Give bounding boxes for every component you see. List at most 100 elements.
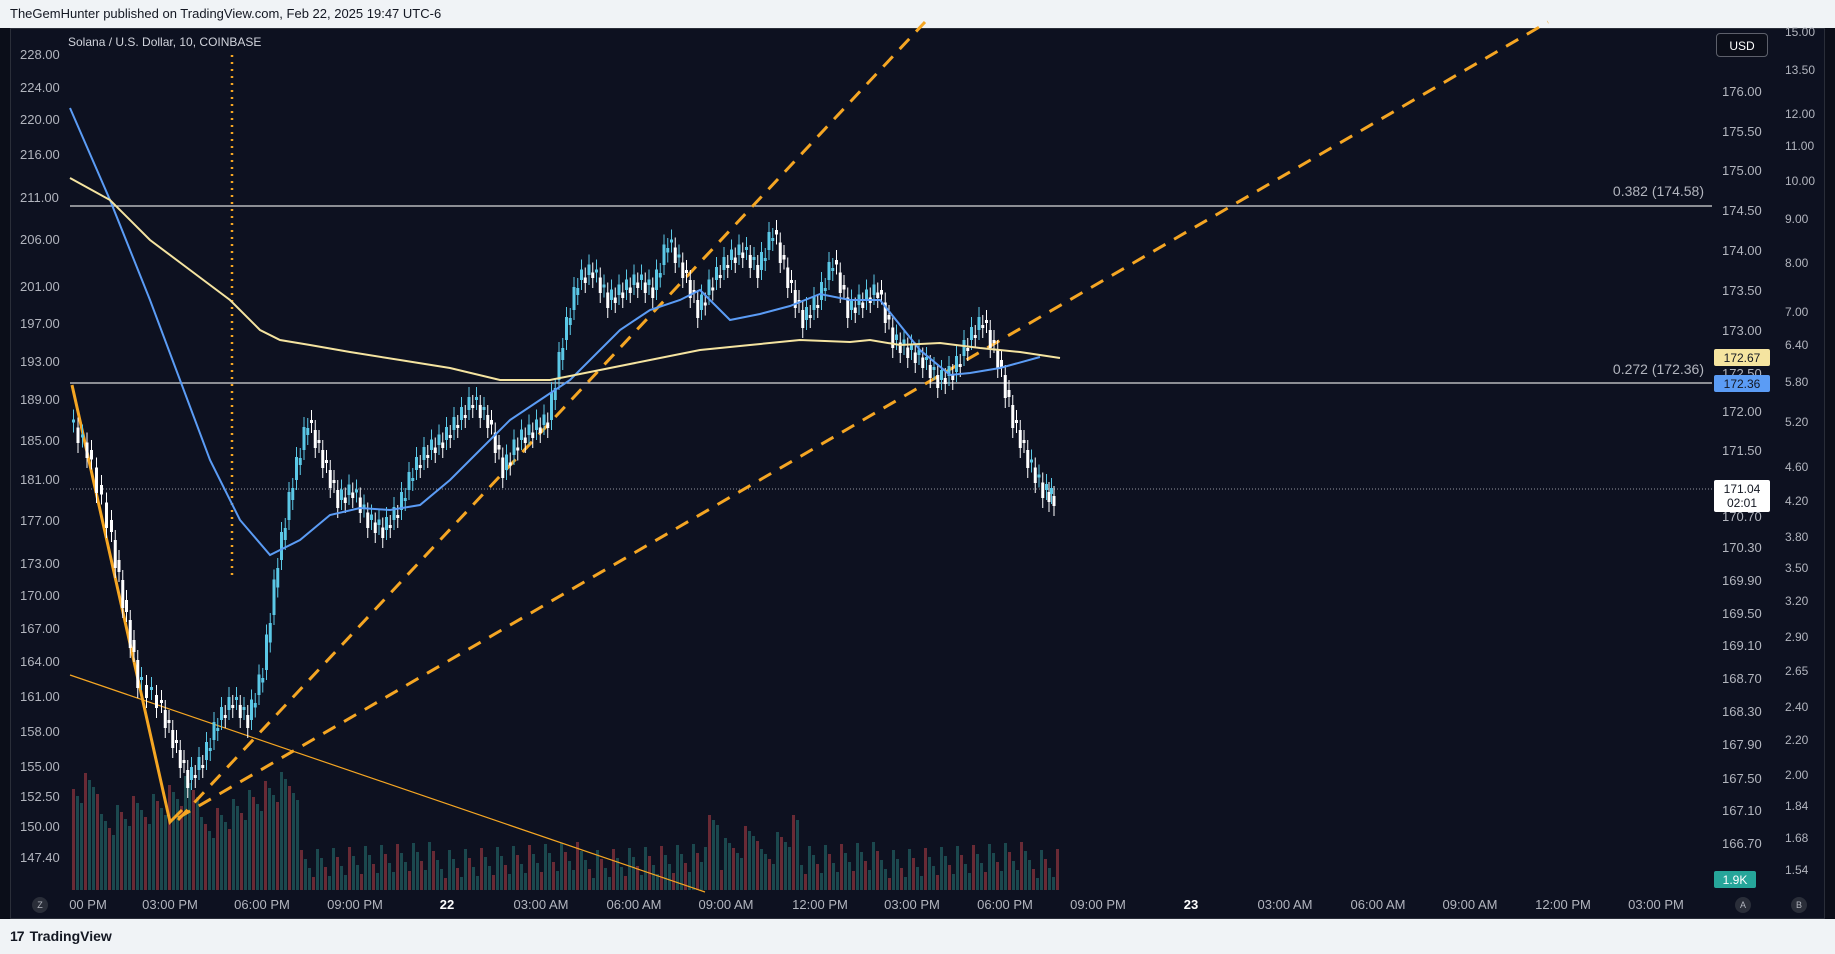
right-axis-label: 172.00 — [1722, 404, 1762, 419]
settings-b-button[interactable]: B — [1791, 897, 1807, 913]
candle-body — [696, 300, 700, 318]
candle-body — [925, 357, 928, 360]
time-axis-label: 23 — [1184, 897, 1198, 912]
candle-body — [988, 330, 992, 348]
volume-bar — [236, 806, 239, 890]
volume-bar — [972, 845, 975, 890]
volume-bar — [476, 876, 479, 890]
candle-body — [121, 580, 125, 608]
symbol-legend[interactable]: Solana / U.S. Dollar, 10, COINBASE — [68, 35, 262, 49]
far-axis-label: 15.00 — [1785, 25, 1815, 39]
candle-body — [411, 478, 415, 481]
volume-bar — [996, 862, 999, 890]
candle-body — [396, 515, 400, 518]
volume-bar — [772, 864, 775, 890]
candle-body — [733, 257, 737, 263]
candle-body — [155, 695, 158, 708]
volume-bar — [888, 878, 891, 890]
candle-body — [486, 415, 490, 428]
candle-body — [805, 307, 808, 320]
candle-body — [208, 748, 212, 751]
candle-body — [280, 532, 283, 560]
candle-body — [955, 356, 958, 372]
candle-body — [298, 458, 302, 465]
volume-bar — [212, 838, 215, 890]
candle-body — [125, 600, 128, 612]
volume-bar — [952, 874, 955, 890]
volume-bar — [948, 865, 951, 890]
volume-bar — [172, 792, 175, 890]
ma-yellow-line[interactable] — [69, 177, 1061, 381]
far-axis-label: 3.50 — [1785, 561, 1809, 575]
candle-body — [763, 258, 767, 261]
channel-lower-dashed[interactable] — [177, 20, 1549, 820]
left-axis-label: 216.00 — [20, 147, 60, 162]
right-axis-label: 170.70 — [1722, 509, 1762, 524]
left-price-axis[interactable]: 228.00 224.00 220.00 216.00 211.00 206.00 201.… — [20, 47, 60, 865]
candle-body — [400, 492, 403, 510]
candle-body — [1026, 450, 1030, 468]
candle-body — [846, 297, 850, 318]
tradingview-logo-icon: 17 — [10, 928, 25, 944]
candle-body — [707, 279, 711, 295]
candle-body — [291, 488, 295, 500]
far-axis-label: 5.80 — [1785, 375, 1809, 389]
candle-body — [790, 280, 793, 283]
candle-body — [72, 419, 75, 423]
volume-bar — [220, 815, 223, 890]
candle-body — [602, 284, 606, 288]
time-axis[interactable]: 00 PM 03:00 PM 06:00 PM 09:00 PM 22 03:00 AM 0… — [69, 897, 1684, 912]
zoom-button[interactable]: Z — [32, 897, 48, 913]
volume-bar — [620, 867, 623, 890]
impulse-drop-line[interactable] — [70, 384, 184, 825]
candle-body — [625, 279, 628, 290]
right-axis-label: 169.50 — [1722, 606, 1762, 621]
tradingview-brand[interactable]: 17 TradingView — [10, 928, 112, 944]
candle-body — [283, 528, 287, 540]
volume-bar — [1004, 843, 1007, 890]
volume-bar — [884, 869, 887, 890]
candle-body — [467, 397, 471, 410]
far-right-axis[interactable]: 15.00 13.50 12.00 11.00 10.00 9.00 8.00 7.00 6.4… — [1785, 25, 1815, 877]
time-axis-label: 06:00 AM — [607, 897, 662, 912]
volume-bar — [912, 858, 915, 890]
volume-bar — [204, 824, 207, 890]
right-axis-label: 168.70 — [1722, 671, 1762, 686]
candle-body — [321, 450, 325, 468]
descending-trendline[interactable] — [69, 674, 706, 893]
candle-body — [235, 697, 238, 700]
candle-body — [872, 284, 876, 295]
currency-button[interactable]: USD — [1716, 33, 1768, 57]
candle-body — [756, 265, 760, 278]
candle-body — [268, 623, 272, 643]
volume-bar — [604, 868, 607, 890]
candle-body — [587, 264, 591, 275]
volume-bar — [892, 850, 895, 890]
time-axis-label: 03:00 AM — [514, 897, 569, 912]
volume-bar — [800, 865, 803, 890]
candle-body — [325, 460, 328, 463]
volume-bar — [280, 772, 283, 890]
ma-blue-line[interactable] — [69, 107, 1041, 557]
candle-body — [681, 262, 685, 278]
volume-bar — [148, 824, 151, 890]
volume-bar — [152, 794, 155, 890]
far-axis-label: 2.20 — [1785, 733, 1809, 747]
right-price-axis[interactable]: 176.00 175.50 175.00 174.50 174.00 173.50 173.… — [1722, 84, 1762, 851]
volume-bar — [216, 808, 219, 890]
volume-bar — [324, 867, 327, 890]
volume-bar — [1016, 870, 1019, 890]
right-axis-label: 175.00 — [1722, 163, 1762, 178]
auto-scale-button[interactable]: A — [1735, 897, 1751, 913]
chart-pane[interactable] — [10, 28, 1825, 919]
volume-bar — [904, 877, 907, 890]
volume-bar — [592, 878, 595, 890]
far-axis-label: 1.68 — [1785, 831, 1809, 845]
candle-body — [737, 244, 741, 255]
volume-bar — [600, 859, 603, 890]
volume-bar — [1024, 851, 1027, 890]
volume-bar — [256, 804, 259, 890]
volume-bar — [92, 787, 95, 890]
candle-body — [287, 492, 291, 520]
